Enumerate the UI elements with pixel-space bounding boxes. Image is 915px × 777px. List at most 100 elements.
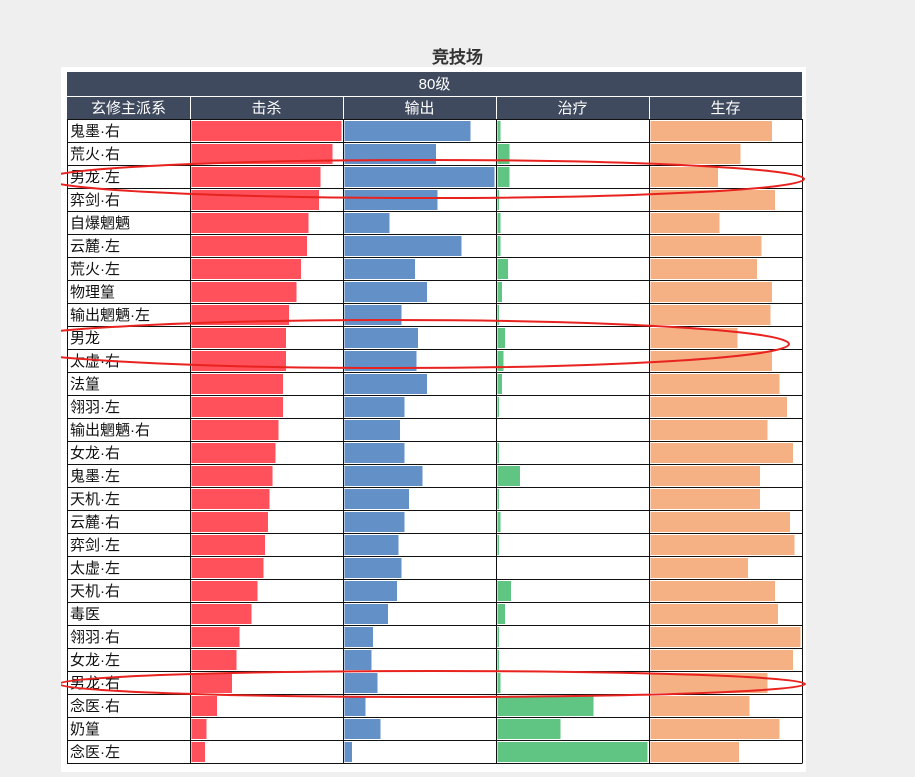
row-label: 男龙·左: [70, 169, 120, 186]
bar-击杀: [191, 351, 286, 371]
bar-输出: [344, 673, 378, 693]
bar-击杀: [191, 627, 240, 647]
bar-输出: [344, 420, 400, 440]
bar-治疗: [497, 305, 499, 325]
bar-输出: [344, 236, 462, 256]
bar-生存: [650, 489, 760, 509]
group-header-bg: [67, 72, 802, 96]
bar-治疗: [497, 512, 501, 532]
bar-击杀: [191, 144, 333, 164]
bar-击杀: [191, 305, 289, 325]
bar-治疗: [497, 650, 499, 670]
row-label: 弈剑·右: [70, 192, 120, 209]
bar-治疗: [497, 719, 561, 739]
chart-container: 80级 玄修主派系 击杀 输出 治疗 生存 鬼墨·右 荒火·右 男龙·左 弈剑·右 自爆魍魉 云麓·左…: [0, 67, 806, 777]
bar-输出: [344, 512, 405, 532]
bar-击杀: [191, 443, 276, 463]
bar-治疗: [497, 121, 501, 141]
bar-击杀: [191, 213, 309, 233]
metric-column-header: 输出: [404, 100, 434, 117]
bar-生存: [650, 581, 775, 601]
bar-生存: [650, 259, 757, 279]
bar-击杀: [191, 397, 283, 417]
bar-生存: [650, 190, 775, 210]
column-header-bg: [67, 97, 802, 119]
group-header-label: 80级: [419, 76, 451, 93]
bar-输出: [344, 397, 405, 417]
bar-治疗: [497, 466, 520, 486]
bar-输出: [344, 696, 366, 716]
bar-生存: [650, 236, 762, 256]
bar-击杀: [191, 742, 205, 762]
bar-输出: [344, 489, 409, 509]
bar-输出: [344, 558, 402, 578]
bar-击杀: [191, 512, 268, 532]
row-label: 云麓·左: [70, 238, 120, 255]
metric-column-header: 生存: [710, 100, 740, 117]
bar-治疗: [497, 443, 499, 463]
bar-生存: [650, 167, 718, 187]
row-label: 弈剑·左: [70, 537, 120, 554]
row-label: 念医·左: [70, 743, 120, 761]
bar-生存: [650, 374, 780, 394]
bar-生存: [650, 627, 801, 647]
row-label: 输出魍魉·左: [70, 306, 150, 324]
highlight-ellipse: [0, 319, 790, 369]
row-label: 荒火·右: [70, 146, 120, 163]
row-label: 鬼墨·右: [70, 123, 120, 140]
bar-输出: [344, 144, 436, 164]
row-label: 太虚·右: [70, 353, 120, 370]
row-label: 荒火·左: [70, 261, 120, 278]
bar-生存: [650, 558, 748, 578]
bar-生存: [650, 305, 771, 325]
bar-输出: [344, 374, 427, 394]
row-label: 翎羽·右: [70, 629, 120, 646]
bar-击杀: [191, 673, 232, 693]
bar-击杀: [191, 604, 252, 624]
bar-击杀: [191, 558, 264, 578]
bar-治疗: [497, 489, 499, 509]
metric-column-header: 治疗: [557, 100, 587, 117]
bar-输出: [344, 604, 388, 624]
row-label: 女龙·右: [70, 444, 120, 462]
row-label: 毒医: [70, 606, 100, 623]
bar-输出: [344, 650, 372, 670]
bar-治疗: [497, 696, 594, 716]
bar-输出: [344, 351, 417, 371]
bar-治疗: [497, 351, 504, 371]
bar-击杀: [191, 489, 270, 509]
row-label: 物理篁: [70, 283, 115, 301]
bar-治疗: [497, 742, 648, 762]
row-label: 太虚·左: [70, 560, 120, 577]
chart-panel: 80级 玄修主派系 击杀 输出 治疗 生存 鬼墨·右 荒火·右 男龙·左 弈剑·右 自爆魍魉 云麓·左…: [0, 67, 806, 772]
bar-击杀: [191, 167, 321, 187]
bar-生存: [650, 121, 772, 141]
bar-治疗: [497, 397, 499, 417]
bar-生存: [650, 604, 778, 624]
bar-治疗: [497, 167, 510, 187]
bar-输出: [344, 627, 373, 647]
bar-输出: [344, 305, 402, 325]
row-label: 奶篁: [70, 720, 100, 738]
bar-输出: [344, 719, 381, 739]
bar-生存: [650, 650, 793, 670]
bar-击杀: [191, 650, 237, 670]
category-column-header: 玄修主派系: [91, 100, 166, 117]
bar-击杀: [191, 581, 258, 601]
bar-击杀: [191, 328, 286, 348]
bar-击杀: [191, 121, 342, 141]
bar-治疗: [497, 581, 511, 601]
bar-治疗: [497, 282, 502, 302]
bar-治疗: [497, 627, 499, 647]
row-label: 念医·右: [70, 697, 120, 715]
bar-治疗: [497, 144, 510, 164]
bar-击杀: [191, 259, 301, 279]
bar-击杀: [191, 190, 319, 210]
bar-生存: [650, 328, 738, 348]
row-label: 男龙: [70, 330, 100, 347]
bar-治疗: [497, 374, 502, 394]
bar-生存: [650, 696, 750, 716]
bar-击杀: [191, 696, 217, 716]
bar-治疗: [497, 673, 501, 693]
